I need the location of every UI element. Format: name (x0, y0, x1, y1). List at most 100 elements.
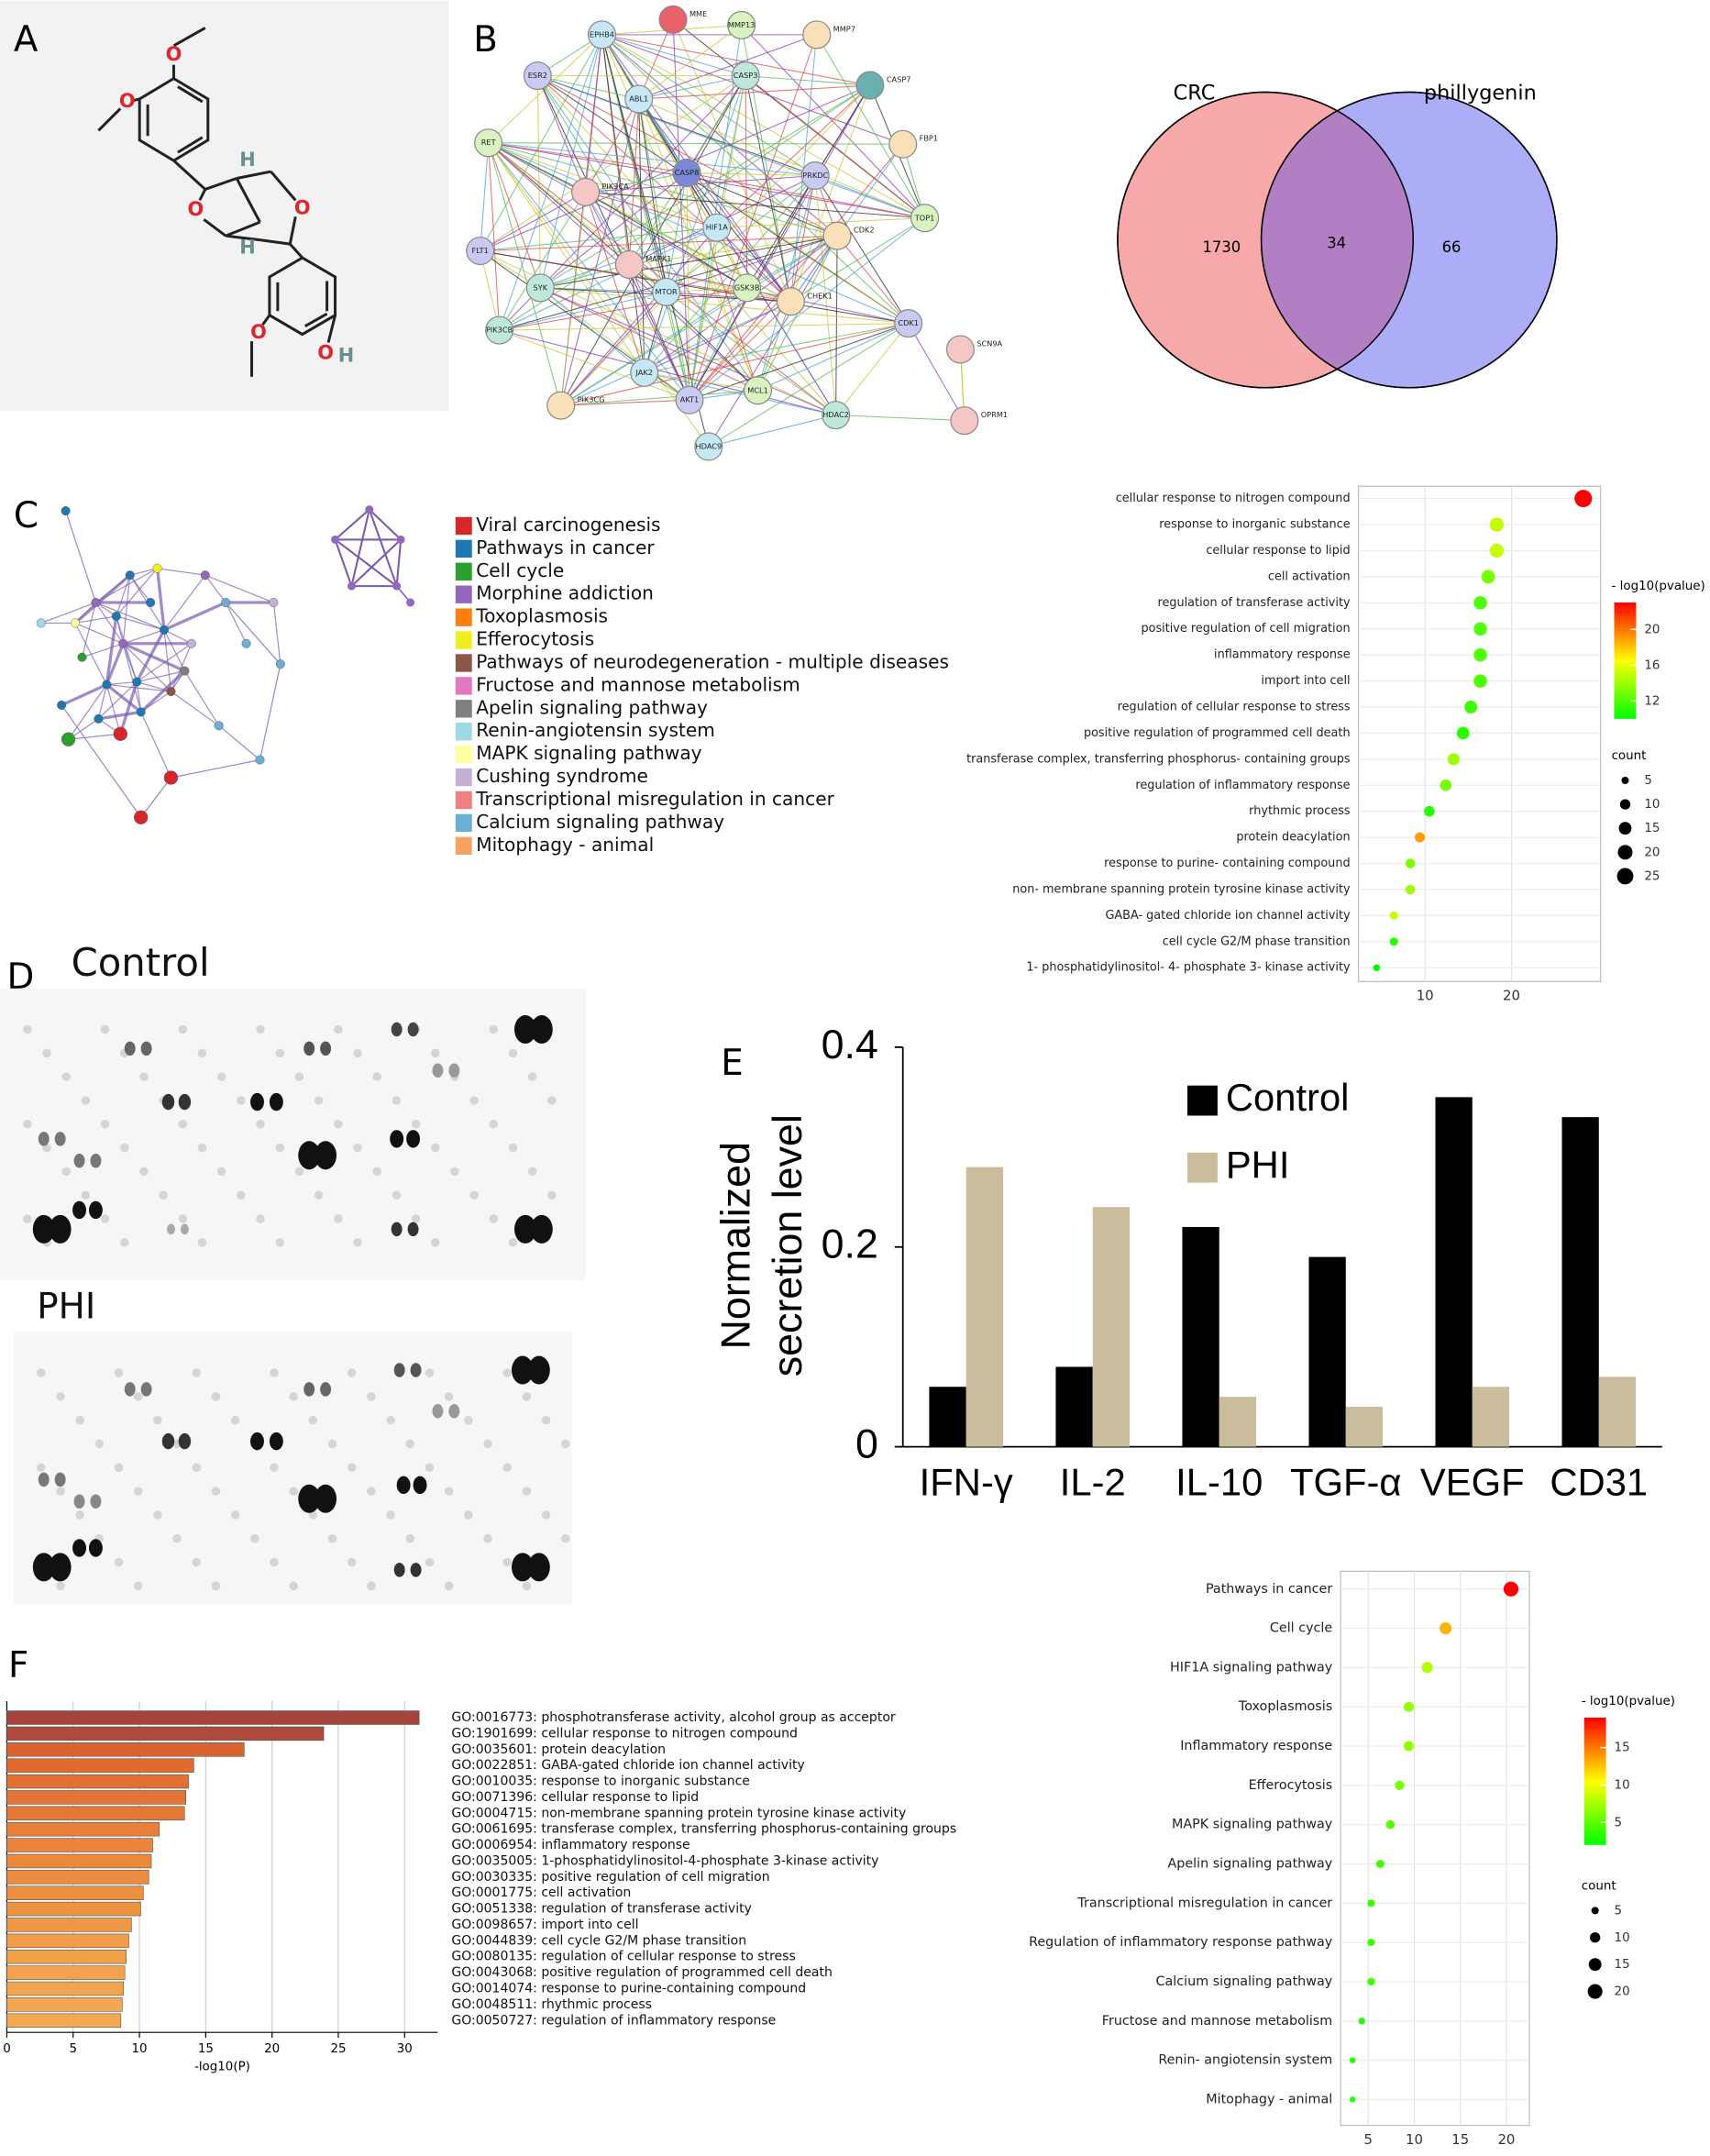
network-node (822, 221, 852, 250)
pathway-node (396, 535, 405, 544)
network-edge (488, 142, 909, 325)
blot-spot (396, 1476, 411, 1495)
pathway-node (180, 666, 190, 676)
blot-spot (522, 1487, 532, 1496)
blot-spot (38, 1132, 50, 1146)
pathway-node (406, 598, 415, 607)
blot-spot (512, 1355, 534, 1385)
pathway-edge (73, 573, 131, 625)
y-tick-label: cell activation (1268, 569, 1351, 583)
network-edge (537, 75, 639, 100)
dot (1367, 1977, 1375, 1986)
network-edge (708, 235, 838, 448)
network-edge (499, 329, 690, 401)
pathway-edge (98, 710, 141, 721)
legend-label: Mitophagy - animal (476, 834, 654, 856)
blot-spot (561, 1533, 570, 1543)
dot (1489, 517, 1505, 532)
network-edge (689, 217, 925, 401)
blot-spot (178, 1093, 192, 1111)
network-edge (745, 75, 748, 288)
network-edge (560, 84, 871, 406)
x-tick-label: 15 (198, 2042, 214, 2056)
network-node (652, 277, 681, 306)
network-node (546, 391, 576, 420)
blot-spot (54, 1132, 66, 1146)
legend-swatch (455, 813, 472, 833)
legend-swatch (455, 539, 472, 558)
blot-spot (561, 1439, 570, 1449)
blot-spot (314, 1141, 337, 1170)
pathway-edge (105, 684, 121, 735)
size-legend-label: 5 (1615, 1904, 1623, 1918)
bar-label: GO:0016773: phosphotransferase activity,… (451, 1710, 896, 1725)
network-edge (480, 142, 490, 251)
legend-swatch (455, 791, 472, 810)
blot-spot (392, 1096, 402, 1105)
size-legend-label: 10 (1615, 1931, 1630, 1945)
pathway-edge (65, 510, 97, 603)
network-edge (488, 142, 747, 289)
network-edge (638, 24, 742, 100)
blot-spot (294, 1166, 304, 1177)
blot-spot (256, 1120, 265, 1129)
blot-spot (119, 1238, 129, 1247)
pathway-edge (225, 602, 248, 645)
dot (1424, 805, 1435, 817)
blot-spot (502, 1368, 513, 1377)
venn-outline (1260, 91, 1558, 389)
pathway-node (94, 713, 104, 724)
pathway-edge (98, 681, 138, 720)
network-node-label: EPHB4 (590, 29, 614, 39)
network-node-label: PRKDC (802, 171, 828, 180)
blot-spot (161, 1093, 175, 1111)
network-edge (601, 34, 690, 401)
network-edge (757, 323, 909, 392)
blot-spot (347, 1557, 357, 1567)
bar-label: GO:0010035: response to inorganic substa… (451, 1775, 750, 1789)
bar-label: GO:0048511: rhythmic process (451, 1997, 652, 2012)
panel-label: E (721, 1043, 744, 1084)
panel-label: C (14, 495, 39, 536)
blot-spot (303, 1382, 315, 1397)
network-edge (757, 175, 816, 391)
blot-spot (275, 1143, 285, 1153)
network-node (694, 432, 723, 461)
blot-spot (367, 1581, 376, 1591)
network-edge (536, 75, 587, 193)
legend-swatch (455, 723, 472, 741)
size-legend-label: 15 (1644, 822, 1660, 835)
dot (1349, 2057, 1356, 2063)
x-tick-label: 25 (330, 2042, 346, 2056)
pathway-node (241, 638, 251, 648)
network-edge (686, 172, 909, 325)
bar-label: GO:1901699: cellular response to nitroge… (451, 1726, 798, 1741)
blot-spot (508, 1048, 518, 1058)
bar (6, 1997, 123, 2012)
pathway-node (61, 732, 76, 746)
network-edge (560, 399, 690, 406)
pathway-node (152, 563, 162, 573)
pathway-edge (259, 664, 281, 760)
pathway-edge (129, 568, 158, 576)
network-edge (499, 329, 836, 416)
pathway-edge (61, 704, 142, 818)
blot-spot (237, 1190, 246, 1200)
pathway-edge (163, 574, 206, 631)
pathway-node (91, 598, 101, 608)
network-edge (585, 192, 645, 373)
blot-spot (133, 1392, 143, 1401)
network-node-label: PIK3CB (486, 326, 513, 335)
venn-count: 1730 (1202, 238, 1241, 256)
blot-spot (508, 1143, 518, 1153)
blot-spot (406, 1130, 421, 1148)
dot (1415, 832, 1426, 843)
network-node-label: CASP7 (887, 75, 911, 84)
dot (1447, 753, 1460, 766)
pathway-node (186, 638, 196, 648)
bar (6, 1965, 126, 1980)
legend-swatch (455, 585, 472, 603)
bar-label: GO:0050727: regulation of inflammatory r… (451, 2013, 776, 2028)
y-tick-label: 0 (855, 1421, 878, 1466)
colorbar-tick-label: 16 (1644, 658, 1660, 672)
